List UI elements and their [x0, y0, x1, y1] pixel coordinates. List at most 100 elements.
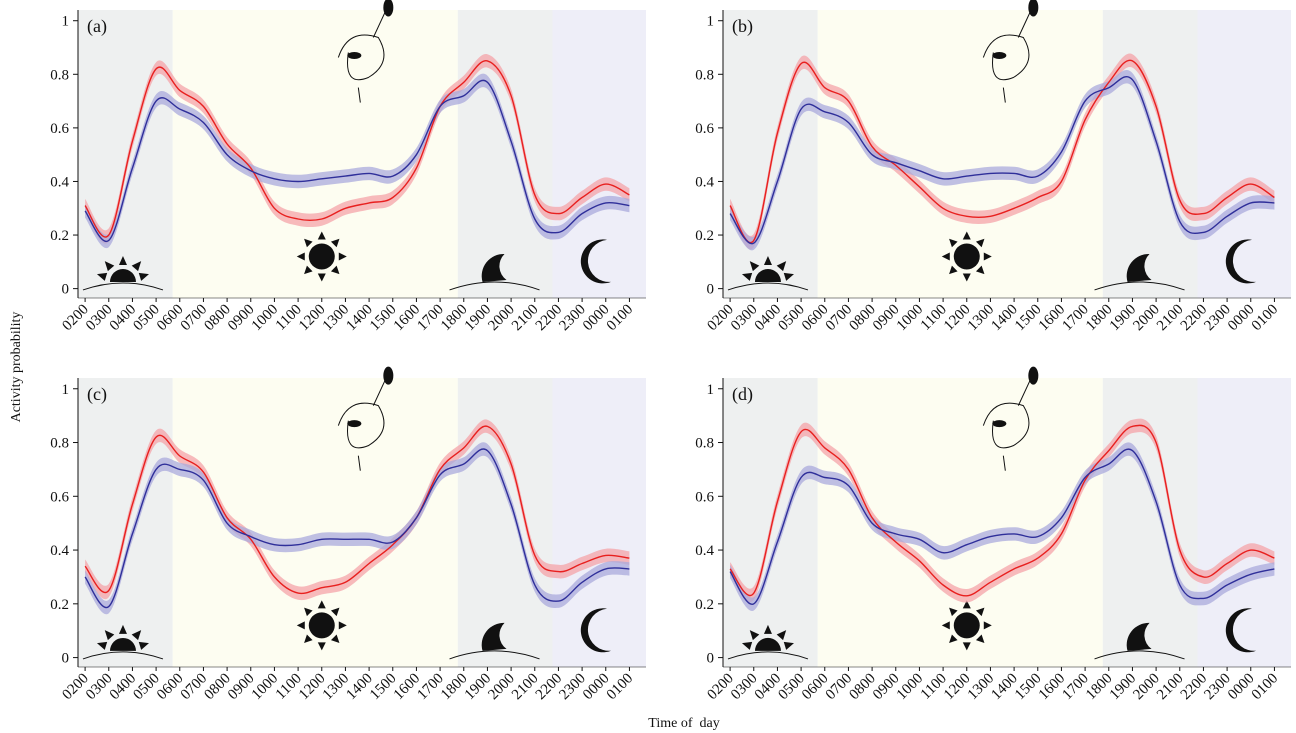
moon-icon [1126, 253, 1152, 282]
x-axis-label: Time of day [648, 716, 719, 731]
series-line [729, 448, 1275, 605]
sun-ray [776, 630, 787, 641]
animal-icon [383, 0, 394, 17]
sun-ray [317, 600, 326, 609]
sun-ray [304, 265, 313, 275]
y-tick-label: 0.8 [50, 436, 69, 452]
y-tick-label: 0.2 [50, 228, 69, 244]
sun-ray [138, 641, 149, 650]
series-line [729, 59, 1275, 244]
moon-icon [1225, 239, 1257, 284]
sun-icon [953, 243, 980, 270]
panel-label: (d) [732, 384, 753, 405]
horizon [449, 650, 540, 660]
horizon [449, 281, 540, 291]
y-tick-label: 0.6 [50, 489, 69, 505]
sun-ray [763, 624, 772, 634]
series-line [729, 75, 1275, 245]
animal-icon [347, 52, 362, 60]
sun-ray [949, 634, 958, 644]
y-tick-label: 0 [62, 282, 70, 298]
sun-ray [296, 621, 305, 630]
sun-ray [941, 621, 950, 630]
sun-ray [131, 261, 142, 272]
sun-icon [953, 612, 980, 639]
sun-ray [949, 607, 958, 617]
y-tick-label: 0.6 [50, 121, 69, 137]
sun-half [754, 268, 781, 282]
moon-icon [481, 622, 507, 651]
series-line [84, 425, 630, 595]
sun-ray [741, 272, 753, 281]
period-shading [723, 378, 818, 667]
y-tick-label: 0.4 [50, 174, 69, 190]
sun-ray [304, 634, 313, 644]
animal-icon [347, 420, 362, 428]
sun-ray [776, 261, 787, 272]
sun-half [109, 268, 136, 282]
sun-ray [749, 630, 760, 641]
y-tick-label: 1 [62, 14, 70, 30]
period-shading [552, 378, 646, 667]
period-shading [552, 10, 646, 298]
y-tick-label: 0.2 [695, 228, 714, 244]
sun-ray [962, 642, 971, 651]
y-tick-label: 0.8 [50, 67, 69, 83]
sun-icon [308, 612, 335, 639]
y-tick-label: 1 [707, 14, 715, 30]
sun-ray [131, 630, 142, 641]
y-tick-label: 0.8 [695, 67, 714, 83]
y-tick-label: 0.4 [695, 543, 714, 559]
x-tick-label: 0100 [604, 302, 637, 335]
series-line [84, 60, 630, 238]
period-shading [457, 10, 553, 298]
x-tick-label: 0100 [604, 671, 637, 704]
sun-ray [783, 641, 794, 650]
horizon [1094, 281, 1185, 291]
panel: 00.20.40.60.8102000300040005000600070008… [695, 0, 1291, 334]
animal-icon [383, 366, 394, 385]
sun-ray [749, 261, 760, 272]
sun-ray [975, 607, 985, 617]
sun-ray [304, 238, 313, 248]
panel-label: (a) [87, 16, 107, 37]
y-tick-label: 1 [62, 382, 70, 398]
period-shading [1197, 378, 1291, 667]
sun-ray [304, 607, 313, 617]
sun-ray [949, 238, 958, 248]
sun-ray [330, 634, 340, 644]
animal-icon [992, 420, 1007, 428]
panel: 00.20.40.60.8102000300040005000600070008… [50, 0, 646, 334]
sun-ray [941, 252, 950, 261]
sun-ray [317, 642, 326, 651]
horizon [727, 282, 809, 291]
y-tick-label: 0.2 [50, 597, 69, 613]
habitat-sketch [337, 377, 387, 471]
sun-ray [763, 255, 772, 265]
sun-half [754, 637, 781, 651]
period-shading [1197, 10, 1291, 298]
moon-icon [1126, 622, 1152, 651]
y-tick-label: 1 [707, 382, 715, 398]
confidence-band [730, 53, 1275, 250]
sun-ray [118, 255, 127, 265]
horizon [82, 282, 164, 291]
y-tick-label: 0 [62, 651, 70, 667]
habitat-sketch [337, 9, 387, 103]
moon-icon [1225, 608, 1257, 653]
period-shading [457, 378, 553, 667]
sun-ray [975, 238, 985, 248]
sun-ray [330, 607, 340, 617]
moon-icon [481, 253, 507, 282]
confidence-band [730, 442, 1275, 612]
sun-ray [96, 272, 108, 281]
y-tick-label: 0.6 [695, 489, 714, 505]
y-tick-label: 0.4 [695, 174, 714, 190]
sun-ray [138, 272, 149, 281]
animal-icon [1028, 366, 1039, 385]
y-tick-label: 0 [707, 651, 715, 667]
moon-icon [580, 239, 612, 284]
sun-ray [949, 265, 958, 275]
animal-icon [992, 52, 1007, 60]
